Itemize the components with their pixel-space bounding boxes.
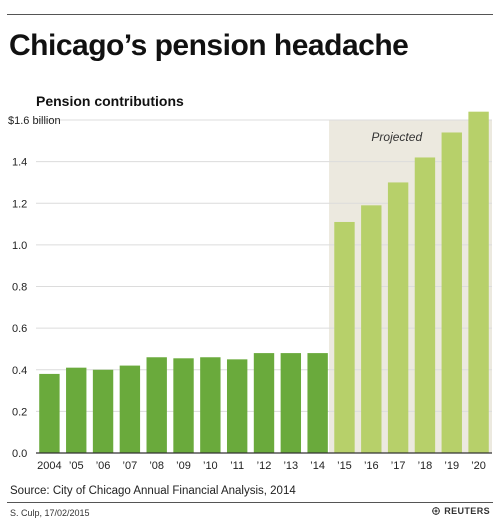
chart-subtitle: Pension contributions [36,93,184,109]
bar [146,357,167,453]
bar [307,353,328,453]
x-tick-label: ’12 [257,460,272,472]
x-tick-label: 2004 [37,460,61,472]
reuters-logo-icon [431,506,442,516]
x-tick-label: ’18 [418,460,433,472]
y-tick-label: 0.2 [12,406,27,418]
bottom-rule [7,502,493,503]
credit-line: S. Culp, 17/02/2015 [10,508,90,518]
x-tick-label: ’09 [176,460,191,472]
y-tick-label: 1.4 [12,157,27,169]
bar [200,357,221,453]
y-tick-label: 0.8 [12,282,27,294]
y-tick-label: 0.0 [12,448,27,460]
x-tick-label: ’16 [364,460,379,472]
x-tick-label: ’08 [149,460,164,472]
bar [66,367,87,453]
bar [39,373,60,453]
top-rule [7,14,493,15]
x-tick-label: ’20 [471,460,486,472]
y-tick-label: 0.6 [12,323,27,335]
bar [92,369,114,453]
bar [226,359,248,453]
x-tick-label: ’17 [391,460,406,472]
source-note: Source: City of Chicago Annual Financial… [10,485,296,497]
bar [441,132,462,454]
bar [173,358,194,453]
bar [414,157,436,453]
bar [361,205,382,453]
brand-name: REUTERS [444,506,490,516]
chart-title: Chicago’s pension headache [9,29,409,62]
x-tick-label: ’14 [310,460,325,472]
x-tick-label: ’10 [203,460,218,472]
bar [468,111,489,454]
y-tick-label: $1.6 billion [8,115,61,127]
y-tick-label: 0.4 [12,365,27,377]
bar [334,221,355,453]
projected-label: Projected [371,130,422,144]
x-tick-label: ’19 [444,460,459,472]
bar [119,365,141,453]
x-tick-label: ’13 [283,460,298,472]
brand-logo: REUTERS [431,506,490,516]
x-tick-label: ’15 [337,460,352,472]
x-tick-label: ’05 [69,460,84,472]
x-tick-label: ’11 [230,460,244,472]
x-tick-label: ’07 [123,460,138,472]
y-tick-label: 1.0 [12,240,27,252]
x-tick-label: ’06 [96,460,111,472]
y-tick-label: 1.2 [12,198,27,210]
bar [280,353,302,453]
bar [387,182,409,453]
bar [253,353,275,453]
